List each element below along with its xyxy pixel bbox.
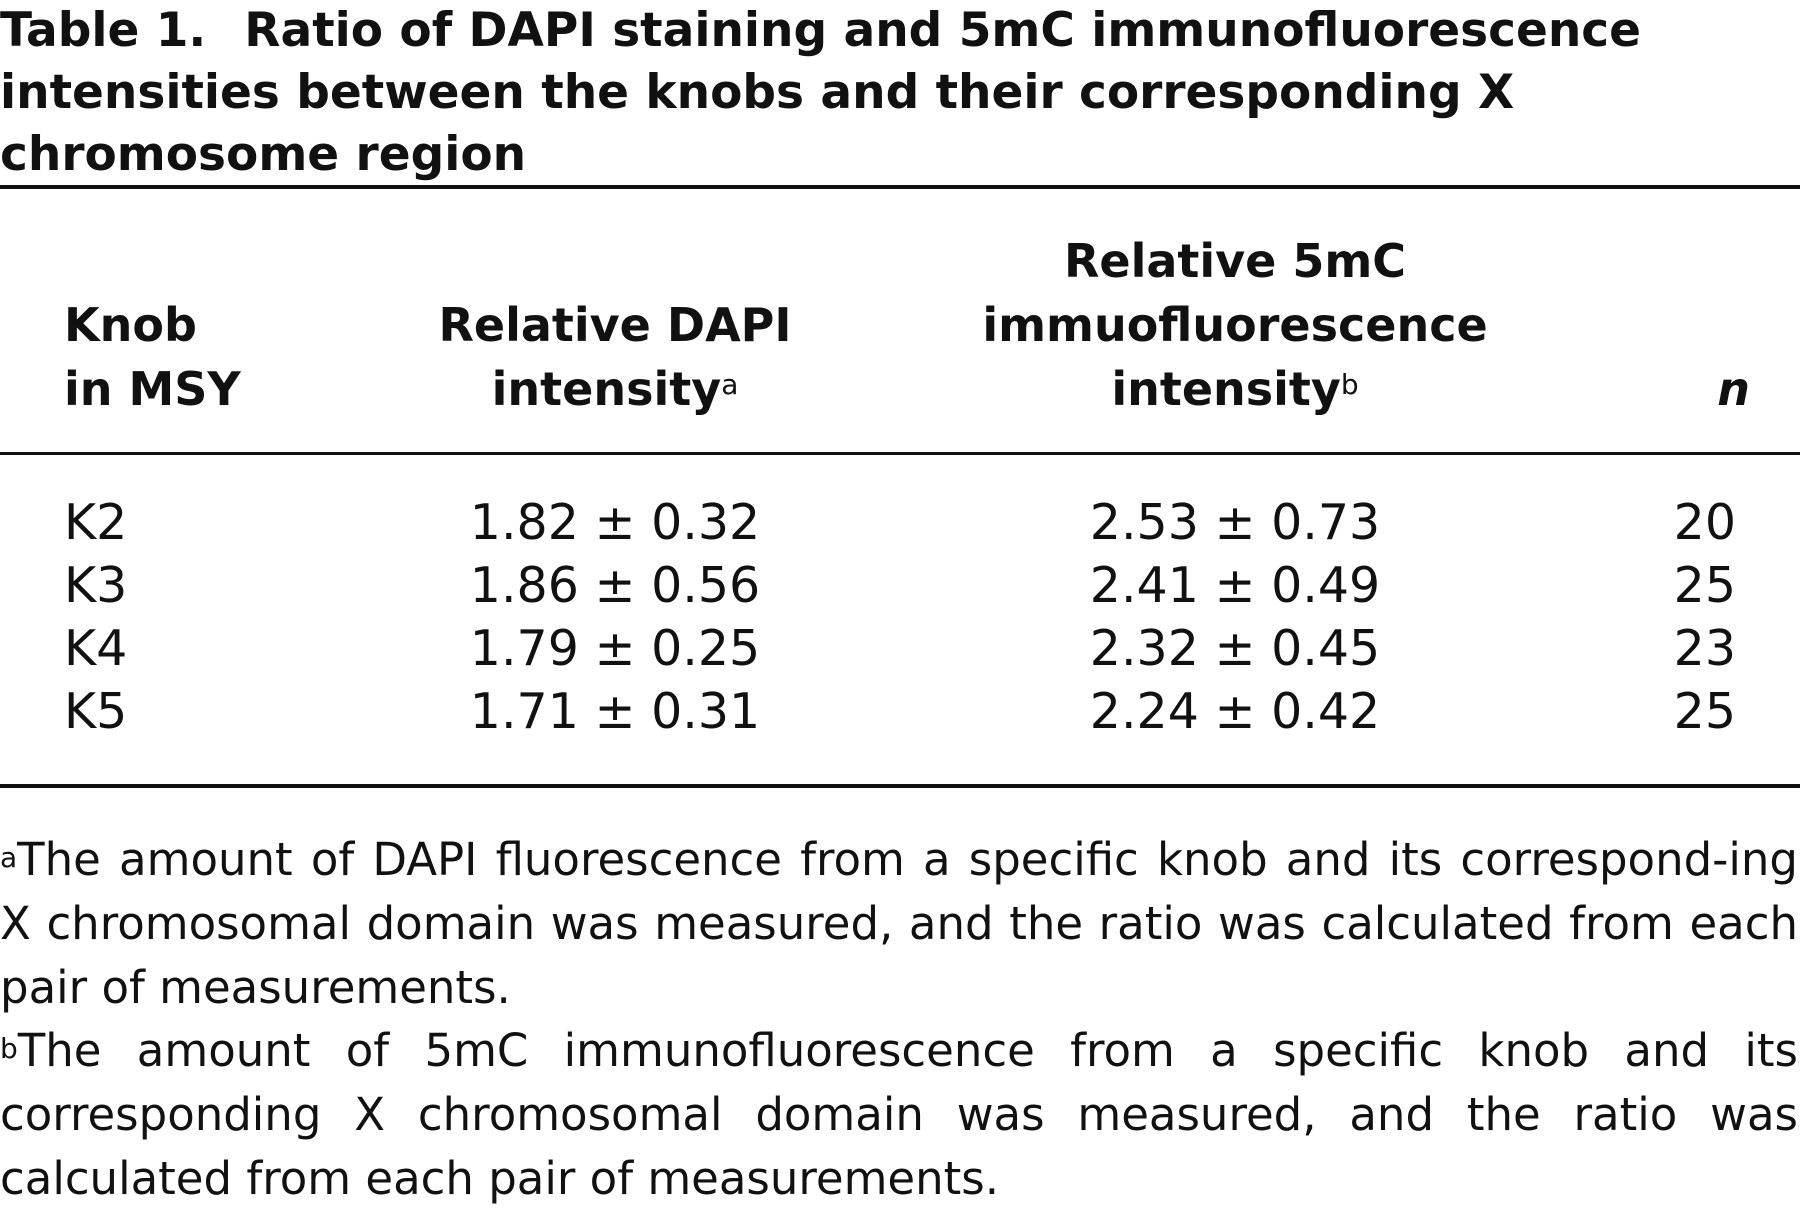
table-cell-5mc: 2.32 ± 0.45 xyxy=(1089,620,1381,677)
table-cell-dapi: 1.86 ± 0.56 xyxy=(469,557,761,614)
table-label: Table 1. xyxy=(0,3,207,58)
table-cell-5mc: 2.41 ± 0.49 xyxy=(1089,557,1381,614)
table-header-rule xyxy=(0,452,1800,455)
table-cell-5mc: 2.53 ± 0.73 xyxy=(1089,494,1381,551)
table-cell-dapi: 1.79 ± 0.25 xyxy=(469,620,761,677)
footnote-mark-b: b xyxy=(1340,368,1359,401)
table-cell-n: 23 xyxy=(1673,620,1736,677)
column-header-dapi: Relative DAPI intensitya xyxy=(380,293,850,421)
column-header-5mc-line2: immuofluorescence xyxy=(982,298,1488,352)
column-header-dapi-line2-wrap: intensitya xyxy=(380,357,850,421)
column-header-5mc: Relative 5mC immuofluorescence intensity… xyxy=(940,229,1530,421)
table-cell-knob: K2 xyxy=(64,494,128,551)
table-cell-dapi: 1.71 ± 0.31 xyxy=(469,683,761,740)
column-header-n: n xyxy=(1717,362,1750,416)
column-header-knob-line1: Knob xyxy=(64,298,197,352)
column-header-5mc-line3: intensity xyxy=(1111,362,1341,416)
table-title: Ratio of DAPI staining and 5mC immunoflu… xyxy=(0,3,1642,182)
footnote-b-text: The amount of 5mC immunofluorescence fro… xyxy=(0,1024,1798,1205)
footnote-b: bThe amount of 5mC immunofluorescence fr… xyxy=(0,1019,1798,1211)
table-cell-n: 25 xyxy=(1673,683,1736,740)
column-header-5mc-line3-wrap: intensityb xyxy=(940,357,1530,421)
footnote-a: aThe amount of DAPI fluorescence from a … xyxy=(0,828,1798,1020)
table-caption: Table 1. Ratio of DAPI staining and 5mC i… xyxy=(0,0,1795,186)
table-top-rule xyxy=(0,185,1800,189)
table-cell-knob: K4 xyxy=(64,620,128,677)
table-cell-5mc: 2.24 ± 0.42 xyxy=(1089,683,1381,740)
column-header-knob-line2: in MSY xyxy=(64,362,241,416)
table-cell-knob: K3 xyxy=(64,557,128,614)
table-cell-n: 25 xyxy=(1673,557,1736,614)
table-bottom-rule xyxy=(0,784,1800,788)
table-cell-n: 20 xyxy=(1673,494,1736,551)
table-cell-dapi: 1.82 ± 0.32 xyxy=(469,494,761,551)
column-header-dapi-line2: intensity xyxy=(491,362,722,416)
table-cell-knob: K5 xyxy=(64,683,128,740)
column-header-5mc-line1: Relative 5mC xyxy=(1063,234,1407,288)
column-header-knob: Knob in MSY xyxy=(64,293,241,421)
footnote-b-mark: b xyxy=(0,1032,18,1065)
footnote-mark-a: a xyxy=(721,368,739,401)
footnote-a-mark: a xyxy=(0,841,18,874)
column-header-dapi-line1: Relative DAPI xyxy=(438,298,792,352)
footnote-a-text: The amount of DAPI fluorescence from a s… xyxy=(0,833,1798,1014)
